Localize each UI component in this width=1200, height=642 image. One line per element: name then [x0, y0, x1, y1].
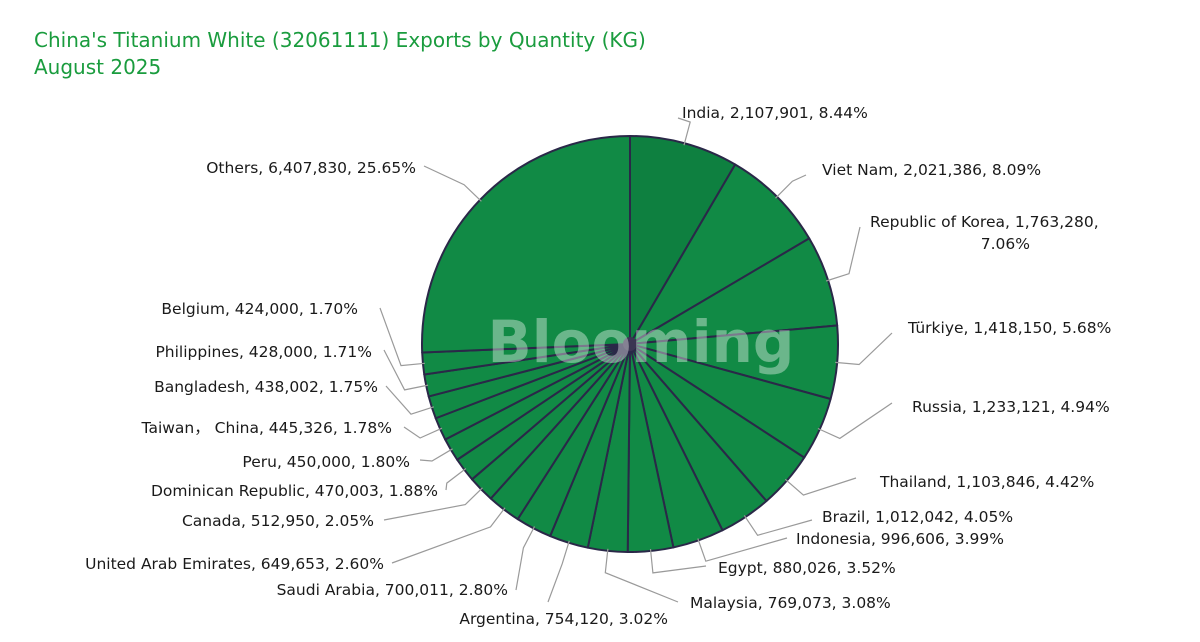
- data-label: Indonesia, 996,606, 3.99%: [796, 530, 1004, 548]
- pie-slices: [421, 135, 839, 553]
- leader-line: [379, 307, 425, 367]
- slice-labels: India, 2,107,901, 8.44% Viet Nam, 2,021,3…: [85, 104, 1111, 628]
- leader-line: [385, 385, 434, 415]
- leader-line: [445, 468, 467, 491]
- data-label: Brazil, 1,012,042, 4.05%: [822, 508, 1013, 526]
- leader-line: [383, 487, 483, 521]
- leader-line: [649, 548, 707, 574]
- leader-line: [423, 165, 482, 202]
- data-label: United Arab Emirates, 649,653, 2.60%: [85, 555, 384, 573]
- data-label: Thailand, 1,103,846, 4.42%: [879, 473, 1094, 491]
- data-label: Peru, 450,000, 1.80%: [242, 453, 410, 471]
- data-label: Egypt, 880,026, 3.52%: [718, 559, 896, 577]
- leader-line: [817, 402, 893, 440]
- data-label: India, 2,107,901, 8.44%: [682, 104, 868, 122]
- leader-line: [784, 477, 857, 496]
- leader-line: [677, 117, 691, 146]
- data-label: Canada, 512,950, 2.05%: [182, 512, 374, 530]
- leader-line: [391, 507, 506, 564]
- data-label: Bangladesh, 438,002, 1.75%: [154, 378, 378, 396]
- data-label: Saudi Arabia, 700,011, 2.80%: [277, 581, 508, 599]
- leader-line: [604, 548, 679, 603]
- chart-subtitle: August 2025: [34, 55, 161, 79]
- leader-line: [835, 332, 893, 366]
- data-label: Belgium, 424,000, 1.70%: [161, 300, 358, 318]
- leader-line: [825, 226, 861, 282]
- data-label: Türkiye, 1,418,150, 5.68%: [907, 319, 1111, 337]
- data-label: Malaysia, 769,073, 3.08%: [690, 594, 891, 612]
- data-label: Viet Nam, 2,021,386, 8.09%: [822, 161, 1041, 179]
- leader-line: [383, 349, 429, 391]
- data-label: Philippines, 428,000, 1.71%: [155, 343, 372, 361]
- data-label: Taiwan， China, 445,326, 1.78%: [141, 419, 392, 437]
- leader-line: [547, 540, 570, 603]
- leader-line: [419, 448, 453, 462]
- leader-line: [743, 515, 813, 536]
- data-label: Russia, 1,233,121, 4.94%: [912, 398, 1110, 416]
- chart-title: China's Titanium White (32061111) Export…: [34, 28, 646, 52]
- data-label: Republic of Korea, 1,763,280,: [870, 213, 1099, 231]
- data-label-continuation: 7.06%: [981, 235, 1030, 253]
- watermark-text: Blooming: [488, 308, 795, 376]
- leader-line: [403, 426, 443, 439]
- data-label: Others, 6,407,830, 25.65%: [206, 159, 416, 177]
- data-label: Argentina, 754,120, 3.02%: [459, 610, 668, 628]
- leader-line: [775, 174, 807, 199]
- leader-line: [697, 537, 788, 562]
- pie-center: [623, 337, 637, 351]
- data-label: Dominican Republic, 470,003, 1.88%: [151, 482, 438, 500]
- leader-line: [515, 526, 536, 591]
